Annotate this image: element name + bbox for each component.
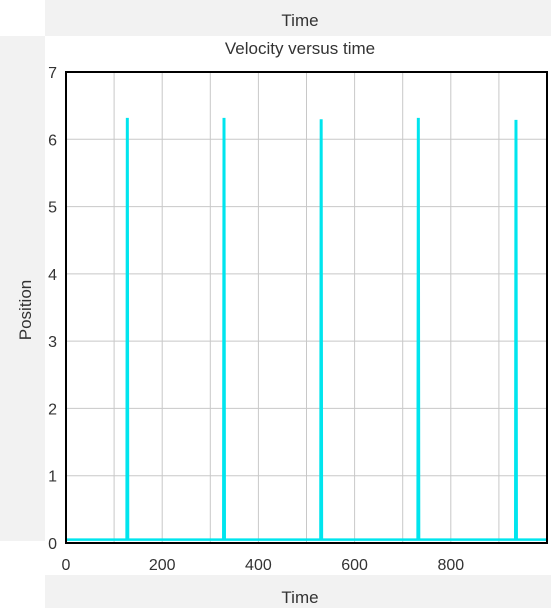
series-line <box>66 117 547 541</box>
chart-title: Velocity versus time <box>225 39 375 58</box>
y-axis-label: Position <box>16 280 35 340</box>
background-panel-left <box>0 36 45 541</box>
plot-frame <box>65 71 548 544</box>
background-panel-bottom <box>45 575 551 608</box>
top-label: Time <box>281 11 318 30</box>
y-tick-label: 0 <box>48 536 57 553</box>
x-axis-label: Time <box>281 588 318 607</box>
x-tick-label: 0 <box>62 557 71 574</box>
x-tick-label: 200 <box>149 557 176 574</box>
y-tick-label: 3 <box>48 334 57 351</box>
x-tick-label: 400 <box>245 557 272 574</box>
y-tick-label: 7 <box>48 65 57 82</box>
y-tick-label: 4 <box>48 267 57 284</box>
background-panel-top <box>45 0 551 36</box>
x-tick-label: 600 <box>341 557 368 574</box>
tick-layer: 0 200 400 600 800 0 1 2 3 4 5 6 7 <box>48 65 464 574</box>
y-tick-label: 2 <box>48 401 57 418</box>
y-tick-label: 1 <box>48 469 57 486</box>
y-tick-label: 5 <box>48 200 57 217</box>
series-layer <box>66 117 547 541</box>
grid-layer <box>66 72 547 543</box>
x-tick-label: 800 <box>437 557 464 574</box>
y-tick-label: 6 <box>48 132 57 149</box>
